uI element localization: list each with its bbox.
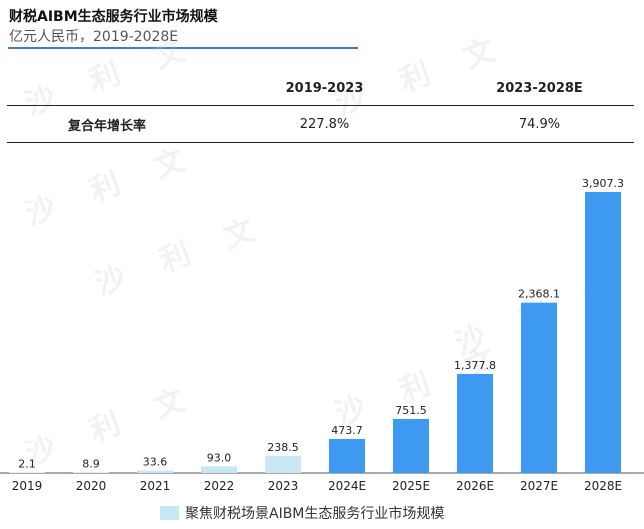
x-tick-label: 2026E	[456, 479, 494, 493]
bar-value-label: 238.5	[267, 441, 299, 454]
bar-2025E	[393, 418, 429, 473]
legend: 聚焦财税场景AIBM生态服务行业市场规模	[160, 503, 444, 523]
bar-2023	[265, 455, 301, 473]
cagr-table-header: 2019-2023 2023-2028E	[7, 72, 634, 106]
x-tick-label: 2019	[12, 479, 43, 493]
cagr-value: 74.9%	[518, 116, 561, 132]
bar-2028E	[585, 192, 621, 473]
bar-value-label: 33.6	[143, 456, 168, 469]
x-tick-label: 2021	[140, 479, 171, 493]
x-tick-label: 2027E	[520, 479, 558, 493]
bar-value-label: 8.9	[82, 457, 100, 470]
legend-swatch	[160, 506, 179, 520]
bar-value-label: 751.5	[395, 404, 427, 417]
title-underline	[8, 47, 358, 49]
cagr-table: 2019-2023 2023-2028E 复合年增长率 227.8% 74.9%	[7, 72, 634, 143]
x-tick-label: 2020	[76, 479, 107, 493]
bar-2022	[201, 466, 237, 473]
bar-2027E	[521, 302, 557, 473]
x-tick-label: 2028E	[584, 479, 622, 493]
x-tick-label: 2024E	[328, 479, 366, 493]
x-tick-label: 2022	[204, 479, 235, 493]
bar-value-label: 473.7	[331, 424, 363, 437]
bar-value-label: 2.1	[18, 457, 36, 470]
bar-2024E	[329, 438, 365, 473]
cagr-column-header: 2019-2023	[285, 81, 364, 96]
cagr-row-label: 复合年增长率	[67, 118, 146, 134]
cagr-value: 227.8%	[299, 116, 350, 132]
x-tick-label: 2025E	[392, 479, 430, 493]
cagr-column-header: 2023-2028E	[496, 81, 583, 96]
chart-title: 财税AIBM生态服务行业市场规模	[9, 9, 218, 25]
bar-2019	[9, 472, 45, 473]
x-tick-label: 2023	[268, 479, 299, 493]
bar-value-label: 1,377.8	[454, 359, 496, 372]
bar-value-label: 3,907.3	[582, 177, 624, 190]
bar-value-label: 2,368.1	[518, 288, 560, 301]
legend-label: 聚焦财税场景AIBM生态服务行业市场规模	[185, 506, 445, 522]
chart-subtitle: 亿元人民币，2019-2028E	[9, 29, 179, 45]
bar-value-label: 93.0	[207, 451, 232, 464]
cagr-table-row: 复合年增长率 227.8% 74.9%	[7, 106, 634, 143]
bar-2021	[137, 470, 173, 473]
bar-2020	[73, 472, 109, 473]
bar-2026E	[457, 373, 493, 473]
